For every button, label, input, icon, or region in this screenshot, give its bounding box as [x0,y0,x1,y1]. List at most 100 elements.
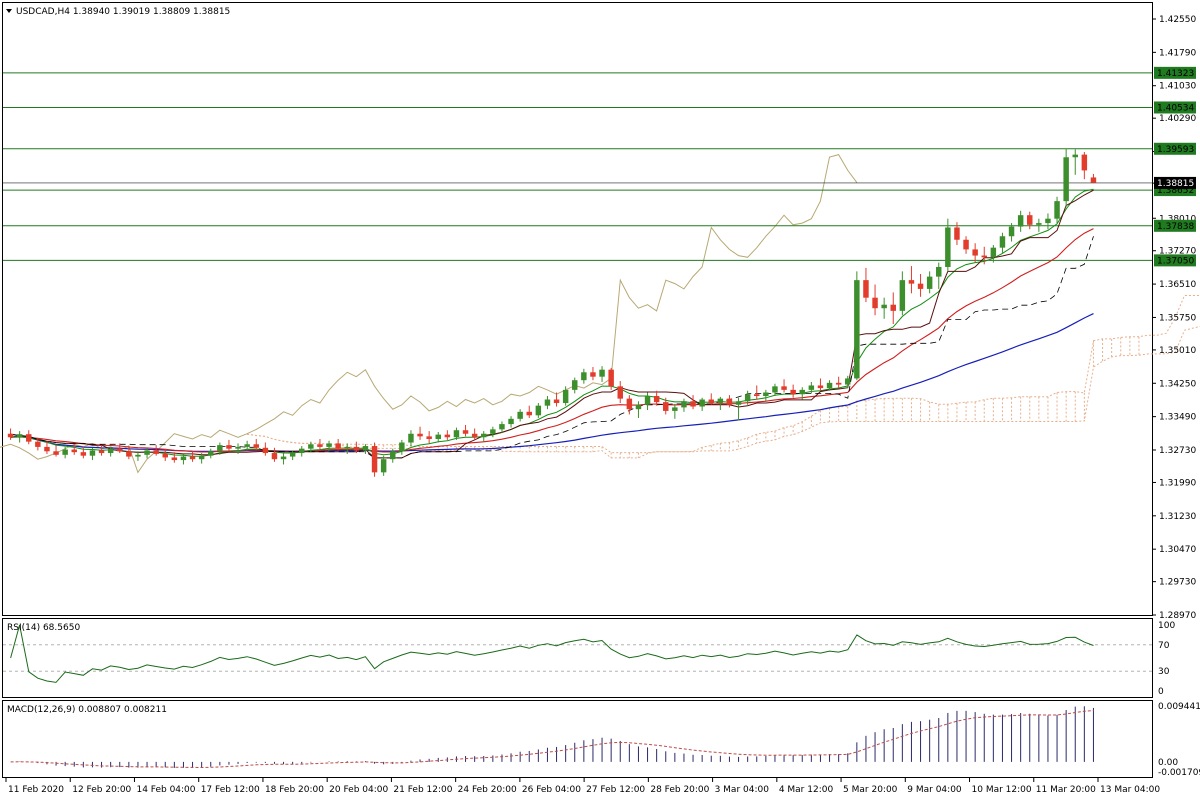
main-panel-frame [2,2,1153,616]
candle-body [899,280,906,311]
candle [435,431,441,443]
time-tick-label: 28 Feb 20:00 [650,785,709,795]
price-tick-label: 1.41030 [1159,82,1196,92]
candle [126,446,132,460]
candle [481,431,487,442]
triangle-down-icon[interactable] [6,9,12,13]
time-tick-label: 5 Mar 20:00 [843,785,898,795]
level-tag [1154,219,1196,232]
ma-fast-line [10,188,1094,457]
candle [845,375,851,389]
candle [53,445,59,457]
candle-body [781,386,787,390]
current-price-label: 1.38815 [1157,179,1194,189]
candle [16,431,23,443]
macd-title: MACD(12,26,9) 0.008807 0.008211 [7,705,167,715]
candle [808,381,815,394]
candle-body [799,389,805,395]
candle [617,381,623,404]
candle [180,453,187,465]
chart-header[interactable]: USDCAD,H4 1.38940 1.39019 1.38809 1.3881… [6,7,230,17]
rsi-axis-label: 30 [1158,667,1170,677]
time-tick-label: 4 Mar 12:00 [779,785,834,795]
candle [553,392,560,407]
candle-body [635,404,642,410]
candle-body [644,395,651,405]
candle-body [908,280,915,284]
candle-body [936,266,942,277]
candle [262,442,269,456]
candle-body [253,444,259,448]
candle [835,376,842,389]
time-tick-label: 21 Feb 12:00 [393,785,452,795]
candle [235,443,241,454]
price-tick-label: 1.37270 [1159,247,1196,257]
level-tag [1154,101,1196,114]
candle [599,366,605,382]
candle-body [726,398,733,405]
candle [1027,211,1033,230]
candle-body [572,380,578,390]
candle [280,453,287,465]
candle-body [517,411,523,419]
chikou-line [0,154,858,474]
time-tick-label: 13 Mar 04:00 [1100,785,1160,795]
candle [581,368,587,384]
candle-body [289,453,296,457]
level-tag [1154,142,1196,155]
candle [972,243,978,263]
candle [699,397,705,411]
candle-body [817,385,824,389]
candle-body [1054,201,1060,219]
candle [107,446,114,457]
price-tick-label: 1.35750 [1159,313,1196,323]
candle-body [1090,177,1097,183]
candle-body [444,434,451,438]
candle [44,441,50,454]
candle [1054,196,1060,224]
candle [98,445,105,456]
rsi-title: RSI(14) 68.5650 [7,623,80,633]
ma-slow-line [10,313,1094,452]
candle-body [508,418,514,425]
candle-body [754,394,760,396]
candle [508,416,514,428]
candle-body [380,459,387,473]
candle-body [772,386,778,393]
candle-body [763,392,769,396]
price-tick-label: 1.36510 [1159,280,1196,290]
candle [672,403,678,419]
candle-body [999,236,1006,248]
candle [271,447,278,462]
candle [335,439,341,451]
moving-averages [10,188,1094,459]
horizontal-levels[interactable] [3,72,1152,261]
candle-body [617,386,623,399]
candle-body [390,451,396,460]
macd-axis-label: 0.009441 [1158,702,1200,712]
candle-body [881,304,887,309]
price-tick-label: 1.38010 [1159,214,1196,224]
candle [226,439,232,452]
candle [872,284,878,316]
candle [408,430,414,447]
level-tags: 1.41323 1.40534 1.39593 1.38652 1.37838 1.370… [1154,66,1196,267]
macd-panel: 0.009441 0.00-0.001709 [10,702,1200,778]
candle [344,443,350,454]
candle-body [963,239,969,250]
candle [917,273,924,297]
candle-body [162,453,168,458]
candle-body [80,452,87,456]
candles[interactable] [7,148,1097,477]
candle-body [362,446,369,451]
candle-body [499,424,505,430]
candle-body [180,456,187,461]
candle-body [1081,154,1088,171]
candle-body [735,401,742,405]
candle [572,377,578,394]
candle [71,444,77,455]
candle-body [863,280,869,298]
candle [1036,218,1042,232]
